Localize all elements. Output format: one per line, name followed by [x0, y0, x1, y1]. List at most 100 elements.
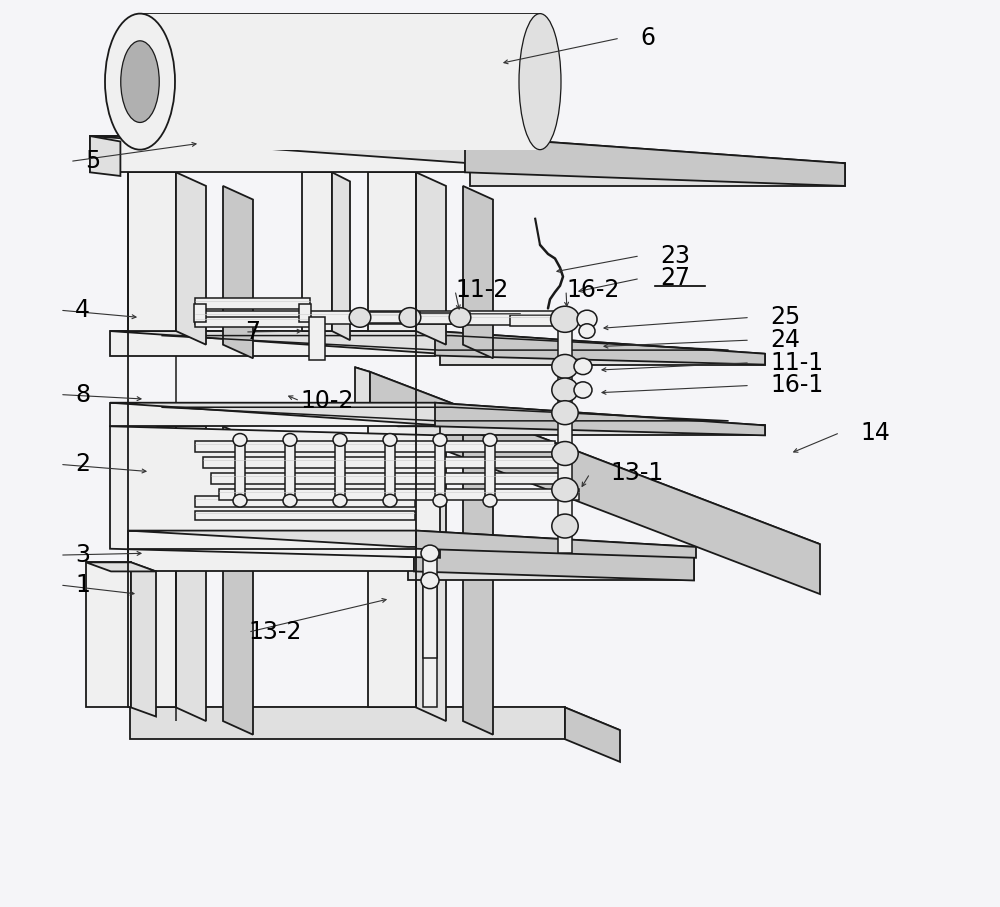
Circle shape — [552, 378, 578, 402]
Polygon shape — [414, 537, 694, 580]
Polygon shape — [128, 172, 176, 331]
Circle shape — [233, 434, 247, 446]
Polygon shape — [110, 331, 765, 354]
Polygon shape — [90, 136, 845, 163]
Polygon shape — [440, 354, 765, 365]
Polygon shape — [332, 172, 350, 340]
Polygon shape — [90, 136, 120, 176]
Polygon shape — [128, 531, 416, 549]
Polygon shape — [86, 562, 156, 571]
Polygon shape — [435, 331, 765, 365]
Circle shape — [349, 307, 371, 327]
Polygon shape — [235, 440, 245, 501]
Polygon shape — [463, 186, 493, 358]
Text: 5: 5 — [85, 150, 100, 173]
Polygon shape — [470, 163, 845, 186]
Polygon shape — [423, 580, 437, 658]
Text: 4: 4 — [75, 298, 90, 322]
Polygon shape — [195, 496, 415, 507]
Polygon shape — [435, 440, 445, 501]
Polygon shape — [195, 298, 310, 309]
Text: 13-2: 13-2 — [248, 620, 301, 644]
Polygon shape — [194, 304, 206, 322]
Polygon shape — [416, 413, 446, 721]
Text: 16-1: 16-1 — [770, 374, 823, 397]
Circle shape — [333, 434, 347, 446]
Circle shape — [574, 382, 592, 398]
Circle shape — [383, 434, 397, 446]
Circle shape — [283, 434, 297, 446]
Polygon shape — [485, 440, 495, 501]
Circle shape — [449, 307, 471, 327]
Polygon shape — [416, 531, 696, 558]
Polygon shape — [195, 441, 555, 452]
Polygon shape — [368, 413, 416, 707]
Polygon shape — [110, 403, 435, 426]
Circle shape — [433, 494, 447, 507]
Ellipse shape — [519, 14, 561, 150]
Text: 11-1: 11-1 — [770, 351, 823, 375]
Polygon shape — [128, 531, 696, 547]
Polygon shape — [465, 136, 845, 186]
Circle shape — [421, 545, 439, 561]
Polygon shape — [558, 310, 572, 553]
Text: 14: 14 — [860, 421, 890, 444]
Circle shape — [483, 434, 497, 446]
Polygon shape — [368, 413, 446, 426]
Ellipse shape — [121, 41, 159, 122]
Circle shape — [577, 310, 597, 328]
Circle shape — [552, 355, 578, 378]
Circle shape — [283, 494, 297, 507]
Polygon shape — [302, 172, 332, 331]
Polygon shape — [195, 311, 560, 324]
Polygon shape — [335, 440, 345, 501]
Polygon shape — [440, 425, 765, 435]
Polygon shape — [460, 314, 520, 325]
Circle shape — [421, 572, 439, 589]
Polygon shape — [565, 707, 620, 762]
Polygon shape — [195, 317, 310, 327]
Polygon shape — [140, 14, 540, 150]
Polygon shape — [385, 440, 395, 501]
Text: 1: 1 — [75, 573, 90, 597]
Circle shape — [399, 307, 421, 327]
Text: 16-2: 16-2 — [566, 278, 619, 302]
Polygon shape — [360, 312, 420, 323]
Circle shape — [333, 494, 347, 507]
Circle shape — [233, 494, 247, 507]
Polygon shape — [176, 413, 206, 721]
Polygon shape — [131, 562, 156, 717]
Circle shape — [433, 434, 447, 446]
Text: 13-1: 13-1 — [610, 462, 663, 485]
Text: 23: 23 — [660, 244, 690, 268]
Polygon shape — [223, 426, 253, 735]
Polygon shape — [211, 473, 571, 484]
Circle shape — [552, 401, 578, 424]
Text: 7: 7 — [245, 320, 260, 344]
Polygon shape — [110, 403, 765, 425]
Circle shape — [574, 358, 592, 375]
Polygon shape — [299, 304, 311, 322]
Circle shape — [551, 307, 579, 332]
Circle shape — [483, 494, 497, 507]
Polygon shape — [355, 367, 820, 544]
Text: 6: 6 — [640, 26, 655, 50]
Text: 10-2: 10-2 — [300, 389, 353, 413]
Polygon shape — [435, 403, 765, 435]
Text: 27: 27 — [660, 267, 690, 290]
Polygon shape — [416, 172, 446, 345]
Polygon shape — [219, 489, 579, 500]
Circle shape — [552, 514, 578, 538]
Polygon shape — [408, 557, 694, 580]
Polygon shape — [285, 440, 295, 501]
Circle shape — [579, 324, 595, 338]
Polygon shape — [176, 172, 206, 345]
Polygon shape — [223, 186, 253, 358]
Text: 8: 8 — [75, 383, 90, 406]
Polygon shape — [195, 511, 415, 520]
Circle shape — [552, 478, 578, 502]
Text: 3: 3 — [75, 543, 90, 567]
Polygon shape — [110, 426, 440, 558]
Polygon shape — [128, 413, 206, 426]
Polygon shape — [86, 562, 131, 707]
